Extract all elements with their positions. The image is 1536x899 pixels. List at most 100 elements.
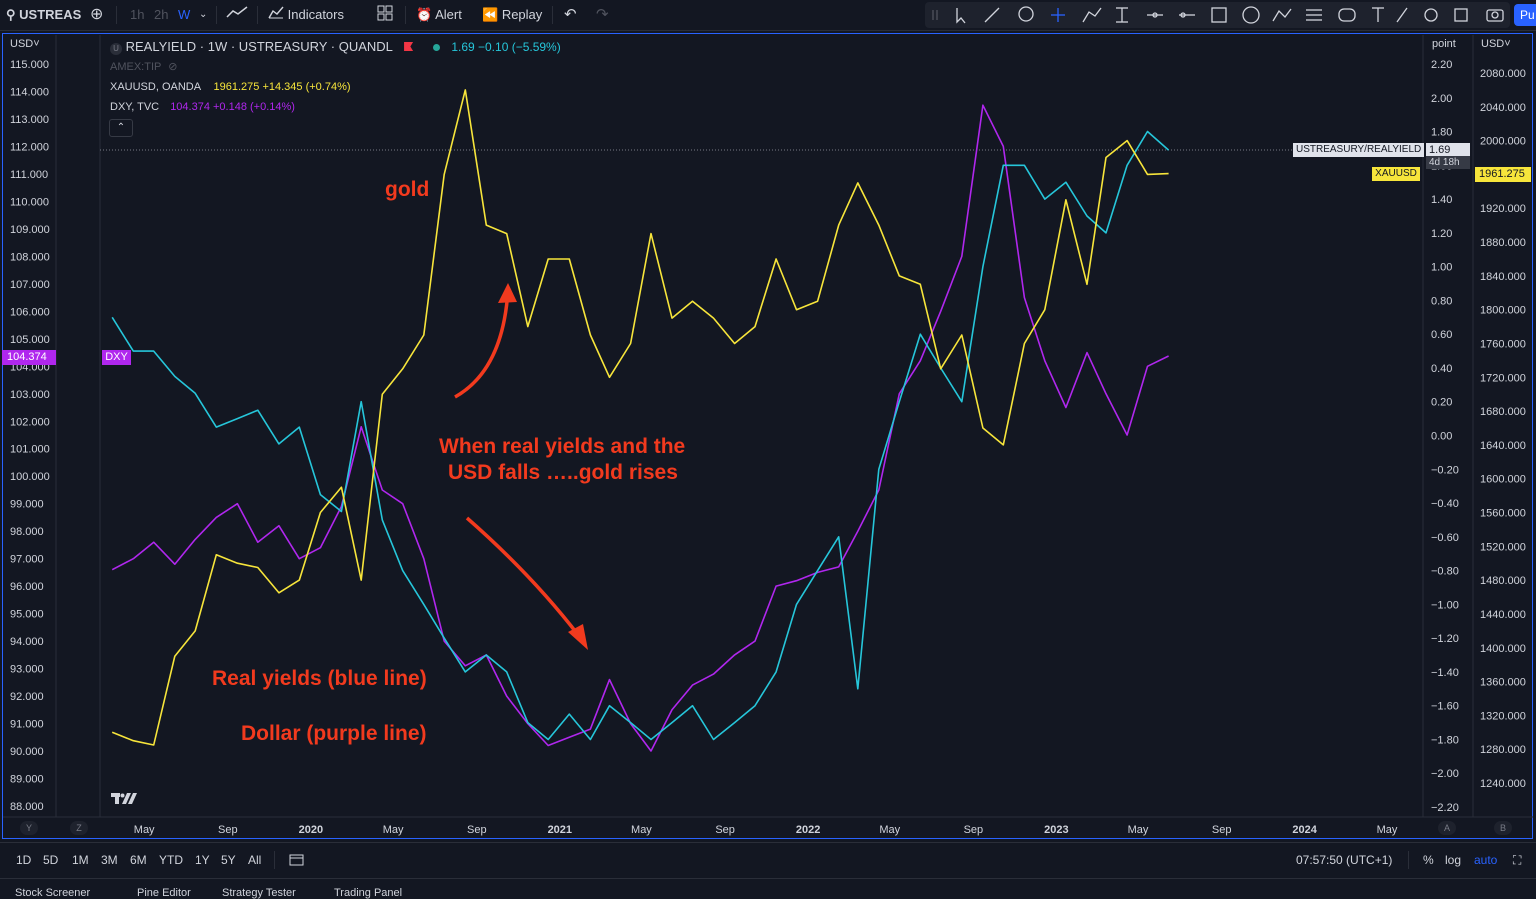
divider [274,851,275,869]
down-arrow-head [568,624,588,650]
clock-time[interactable]: 07:57:50 (UTC+1) [1296,853,1393,867]
log-toggle[interactable]: log [1445,853,1462,867]
scale-z-button[interactable]: Z [70,821,88,835]
down-arrow-shaft [465,516,581,638]
tab-strategy-tester[interactable]: Strategy Tester [222,887,296,899]
annotation-relationship-line1: When real yields and the [439,435,686,458]
mid-axis-tick: −0.80 [1431,566,1459,578]
gold-legend-name: XAUUSD, OANDA [110,81,201,93]
divider [257,6,258,24]
redo-icon[interactable]: ↷ [596,6,609,23]
right-axis-tick: 1400.000 [1480,643,1526,655]
legend-main[interactable]: U REALYIELD · 1W · USTREASURY · QUANDL 1… [110,39,561,55]
indicators-icon [268,6,284,19]
chart-type-button[interactable] [226,5,248,25]
range-3m[interactable]: 3M [101,853,118,867]
divider [1408,851,1409,869]
time-axis-tick: 2020 [299,824,323,836]
indicators-button[interactable]: Indicators [268,5,344,25]
gold-line[interactable] [111,89,1169,746]
bottom-panel-tabs: Stock Screener Pine Editor Strategy Test… [0,878,1536,899]
right-axis-tick: 1680.000 [1480,406,1526,418]
left-axis-tick: 112.000 [10,141,49,153]
tab-trading-panel[interactable]: Trading Panel [334,887,403,899]
collapse-legend-button[interactable]: ⌃ [109,119,133,137]
time-axis-ticks: May Sep 2020 May Sep 2021 May Sep 2022 May Sep 2023… [134,824,1398,836]
right-axis-tick: 1800.000 [1480,305,1526,317]
divider [552,6,553,24]
legend-gold[interactable]: XAUUSD, OANDA 1961.275 +14.345 (+0.74%) [110,81,351,93]
mid-axis-tick: 0.40 [1431,363,1452,375]
replay-button[interactable]: ⏪ Replay [482,5,542,25]
right-axis-tick: 1480.000 [1480,575,1526,587]
auto-toggle[interactable]: auto [1474,853,1498,867]
fullscreen-icon[interactable]: ⛶ [1513,853,1522,867]
mid-axis-tick: 1.40 [1431,194,1452,206]
dxy-badge[interactable]: DXY [102,350,131,365]
divider [116,6,117,24]
mid-axis-tick: −1.40 [1431,667,1459,679]
eye-off-icon[interactable]: ⊘ [168,61,178,73]
interval-w[interactable]: W [178,7,191,22]
right-axis-tick: 1240.000 [1480,778,1526,790]
chevron-down-icon[interactable]: ⌄ [199,9,208,20]
annotation-realyields: Real yields (blue line) [212,667,427,690]
right-currency-select[interactable]: USD˅ [1481,38,1511,50]
left-axis-tick: 113.000 [10,114,49,126]
left-axis-tick: 89.000 [10,774,44,786]
mid-axis-ticks: 2.202.001.801.601.401.201.000.800.600.40… [1431,59,1459,814]
realyield-line[interactable] [111,130,1170,741]
legend-hidden-series[interactable]: AMEX:TIP ⊘ [110,60,177,73]
mid-axis-tick: −1.60 [1431,701,1459,713]
publish-button[interactable]: Pu [1514,4,1536,26]
date-range-icon[interactable] [289,853,304,869]
legend-dxy[interactable]: DXY, TVC 104.374 +0.148 (+0.14%) [110,101,295,113]
drawing-tools-strip [932,6,1504,24]
alert-button[interactable]: ⏰ Alert [416,5,462,25]
alarm-clock-icon: ⏰ [416,7,433,22]
interval-2h[interactable]: 2h [154,7,169,22]
flag-icon[interactable] [404,42,414,51]
left-currency-label: USD [10,38,34,50]
tab-pine-editor[interactable]: Pine Editor [137,887,191,899]
compare-add-icon[interactable]: ⊕ [90,6,104,23]
range-5y[interactable]: 5Y [221,853,236,867]
chevron-up-icon: ⌃ [116,122,126,133]
left-axis-tick: 97.000 [10,554,44,566]
top-toolbar: ⚲ USTREAS ⊕ 1h 2h W ⌄ Indicators ⏰ Alert… [0,0,1536,31]
tradingview-logo [111,793,137,804]
tab-stock-screener[interactable]: Stock Screener [15,887,91,899]
time-axis-tick: May [631,824,652,836]
range-1d[interactable]: 1D [16,853,32,867]
layout-grid-icon[interactable] [377,5,393,25]
scale-b-button[interactable]: B [1494,821,1512,835]
percent-toggle[interactable]: % [1423,853,1434,867]
left-axis-tick: 92.000 [10,691,44,703]
time-axis-tick: 2024 [1292,824,1317,836]
range-5d[interactable]: 5D [43,853,59,867]
range-1m[interactable]: 1M [72,853,89,867]
dxy-line[interactable] [111,104,1169,752]
symbol-search[interactable]: ⚲ USTREAS [6,5,81,25]
divider [216,6,217,24]
scale-y-button[interactable]: Y [20,821,38,835]
right-currency-label: USD [1481,38,1505,50]
realyield-value-tag: 1.69 [1426,143,1470,157]
left-axis-tick: 100.000 [10,471,50,483]
left-axis-tick: 114.000 [10,86,49,98]
mid-axis-tick: −2.00 [1431,768,1459,780]
time-axis-tick: May [879,824,900,836]
range-ytd[interactable]: YTD [159,853,183,867]
left-currency-select[interactable]: USD˅ [10,38,40,50]
scale-a-button[interactable]: A [1438,821,1456,835]
mid-axis-tick: 1.00 [1431,262,1452,274]
range-6m[interactable]: 6M [130,853,147,867]
range-1y[interactable]: 1Y [195,853,210,867]
undo-icon[interactable]: ↶ [564,6,577,23]
interval-1h[interactable]: 1h [130,7,145,22]
mid-axis-tick: 2.00 [1431,93,1452,105]
up-arrow-shaft [454,289,510,399]
right-axis-tick: 1720.000 [1480,372,1526,384]
range-all[interactable]: All [248,853,262,867]
